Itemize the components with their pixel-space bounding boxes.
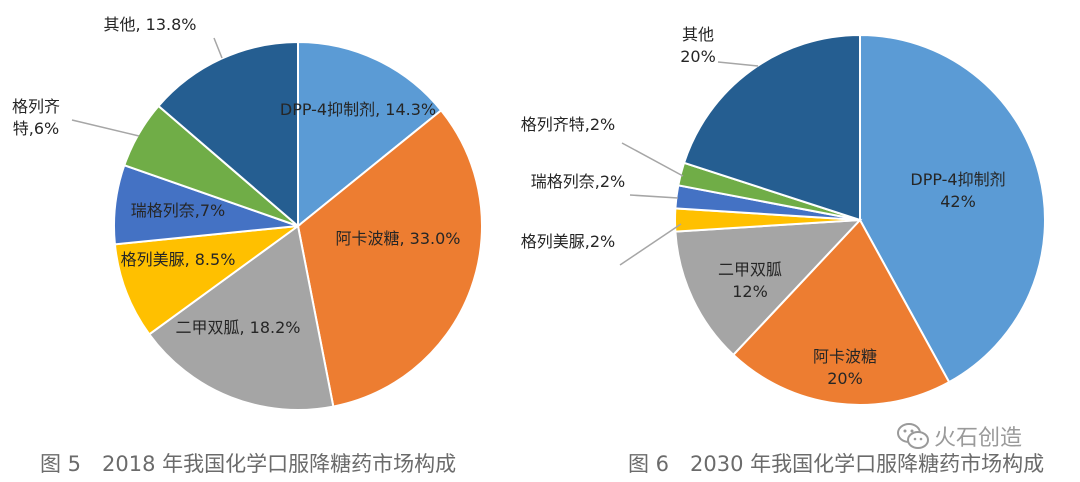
pie-chart-2030: DPP-4抑制剂 42% 阿卡波糖 20% 二甲双胍 12% 格列美脲,2% 瑞格列奈,2% 格… <box>521 25 1046 406</box>
slice-label: 瑞格列奈,7% <box>131 201 225 220</box>
slice-label: 格列齐特,2% <box>521 115 615 134</box>
leader-line <box>629 194 679 199</box>
slice-label: DPP-4抑制剂, 14.3% <box>280 100 436 119</box>
watermark-text: 火石创造 <box>934 426 1023 451</box>
slice-label: 阿卡波糖 20% <box>813 347 877 388</box>
slice-label: 二甲双胍, 18.2% <box>175 318 300 337</box>
slice-label: 其他, 13.8% <box>103 15 196 34</box>
slice-label: DPP-4抑制剂 42% <box>910 170 1005 211</box>
leader-line <box>717 61 759 67</box>
slice-label: 格列齐特,6% <box>12 97 60 138</box>
leader-line <box>213 37 223 59</box>
pie-slice <box>113 224 302 336</box>
pie-chart-2018: DPP-4抑制剂, 14.3% 阿卡波糖, 33.0% 二甲双胍, 18.2% 格列美… <box>12 15 483 411</box>
watermark: 火石创造 <box>896 420 1022 452</box>
pie-slice <box>674 218 863 357</box>
slice-label: 二甲双胍 12% <box>718 260 782 301</box>
leader-line <box>621 142 684 177</box>
pie-slice <box>859 33 1046 384</box>
slice-label: 格列美脲,2% <box>521 232 615 251</box>
slice-label: 瑞格列奈,2% <box>531 172 625 191</box>
pie-slice <box>682 33 861 222</box>
pie-slice <box>296 108 483 408</box>
slice-label: 其他 20% <box>680 25 716 66</box>
chart-caption-2018: 图 5 2018 年我国化学口服降糖药市场构成 <box>40 452 457 476</box>
leader-line <box>619 223 682 266</box>
pie-slice <box>297 40 443 229</box>
slice-label: 格列美脲, 8.5% <box>121 250 236 269</box>
wechat-icon <box>896 422 930 450</box>
slice-label: 阿卡波糖, 33.0% <box>335 229 460 248</box>
pie-slice <box>731 218 951 406</box>
pie-slice <box>147 224 335 411</box>
chart-caption-2030: 图 6 2030 年我国化学口服降糖药市场构成 <box>628 452 1045 476</box>
leader-line <box>71 119 140 137</box>
pie-slice <box>157 40 299 229</box>
